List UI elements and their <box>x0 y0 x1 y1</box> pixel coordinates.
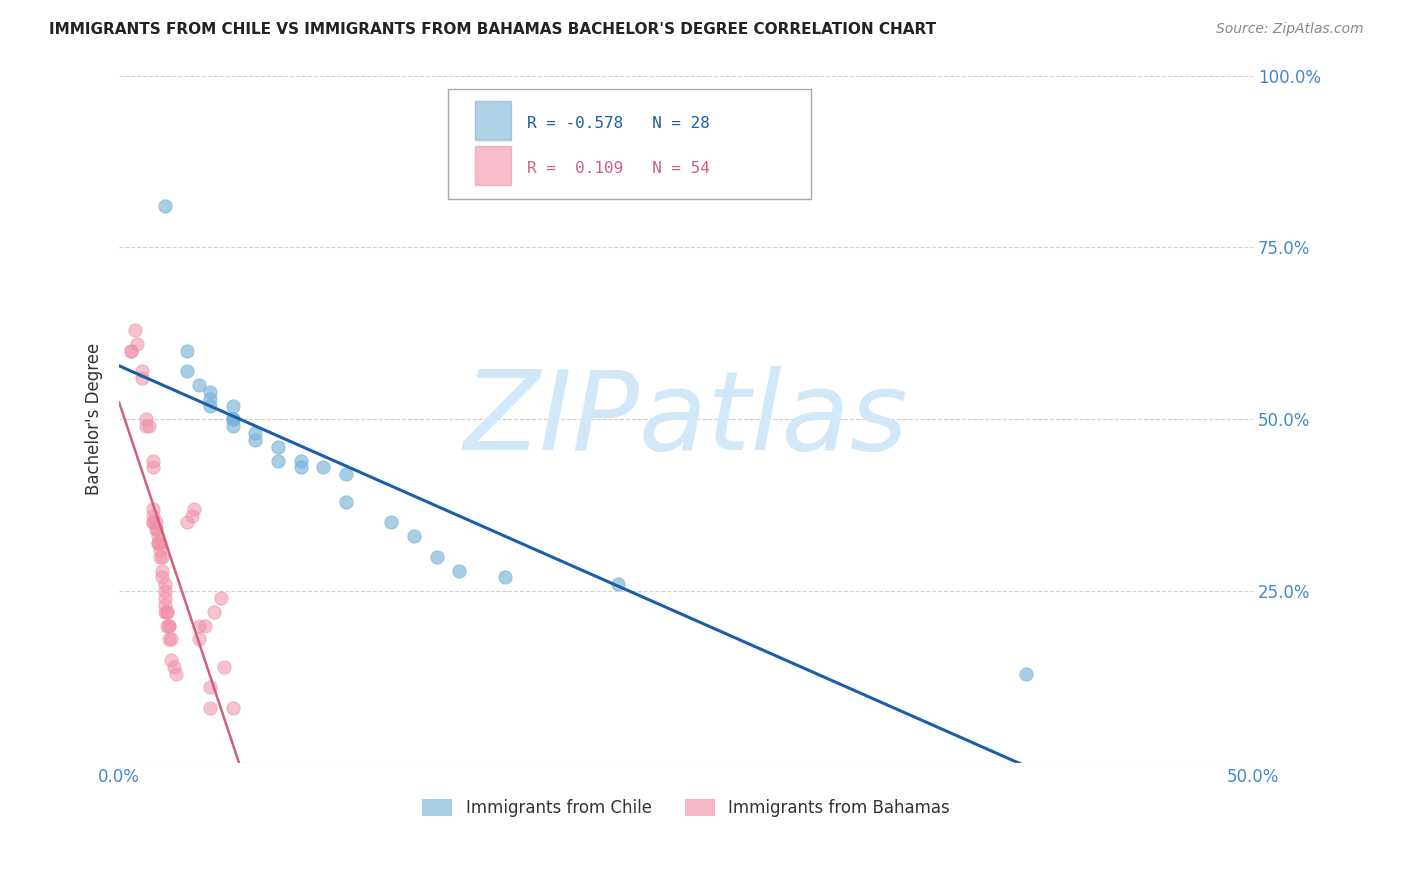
Point <box>153 591 176 606</box>
Point <box>120 343 142 358</box>
Text: IMMIGRANTS FROM CHILE VS IMMIGRANTS FROM BAHAMAS BACHELOR'S DEGREE CORRELATION C: IMMIGRANTS FROM CHILE VS IMMIGRANTS FROM… <box>49 22 936 37</box>
Point <box>165 666 187 681</box>
Point <box>198 701 221 715</box>
Point <box>157 618 180 632</box>
Point <box>142 501 165 516</box>
Point <box>149 543 172 558</box>
Point <box>160 653 183 667</box>
Point <box>150 564 173 578</box>
Text: R =  0.109   N = 54: R = 0.109 N = 54 <box>527 161 710 176</box>
FancyBboxPatch shape <box>475 101 512 140</box>
Point <box>145 522 167 536</box>
Point <box>124 323 146 337</box>
Point <box>187 632 209 647</box>
Point <box>290 460 312 475</box>
Point <box>138 419 160 434</box>
FancyBboxPatch shape <box>449 89 811 199</box>
Point <box>149 536 172 550</box>
Text: ZIPatlas: ZIPatlas <box>464 366 908 473</box>
Point <box>146 536 169 550</box>
Legend: Immigrants from Chile, Immigrants from Bahamas: Immigrants from Chile, Immigrants from B… <box>416 792 956 823</box>
Point <box>153 577 176 591</box>
Point <box>163 660 186 674</box>
Point <box>245 433 267 447</box>
Point <box>156 605 179 619</box>
Point <box>176 364 198 378</box>
Point <box>176 343 198 358</box>
Point <box>142 516 165 530</box>
Point <box>221 399 243 413</box>
Point <box>153 199 176 213</box>
Point <box>335 495 357 509</box>
Point <box>198 384 221 399</box>
Point <box>402 529 425 543</box>
Point <box>146 536 169 550</box>
Point <box>1015 666 1038 681</box>
Point <box>198 392 221 406</box>
Point <box>157 632 180 647</box>
Point <box>187 618 209 632</box>
Point <box>209 591 232 606</box>
Point <box>142 460 165 475</box>
Point <box>142 508 165 523</box>
Point <box>607 577 630 591</box>
Point <box>221 412 243 426</box>
Point <box>194 618 217 632</box>
Point <box>494 570 516 584</box>
Point <box>221 419 243 434</box>
Point <box>183 501 205 516</box>
Point <box>156 618 179 632</box>
Point <box>145 516 167 530</box>
Point <box>149 549 172 564</box>
Point <box>153 605 176 619</box>
Point <box>135 412 157 426</box>
Point <box>187 378 209 392</box>
Point <box>176 516 198 530</box>
Point <box>135 419 157 434</box>
Point <box>245 426 267 441</box>
Point <box>157 618 180 632</box>
Point <box>312 460 335 475</box>
Point <box>180 508 202 523</box>
Point <box>212 660 235 674</box>
Point <box>153 584 176 599</box>
Point <box>426 549 449 564</box>
Y-axis label: Bachelor's Degree: Bachelor's Degree <box>86 343 103 495</box>
Point <box>267 440 290 454</box>
Point <box>145 522 167 536</box>
Point <box>160 632 183 647</box>
Point <box>150 549 173 564</box>
Point <box>198 681 221 695</box>
Point <box>449 564 471 578</box>
Point <box>221 412 243 426</box>
Point <box>156 605 179 619</box>
Point <box>198 399 221 413</box>
Point <box>335 467 357 482</box>
Point <box>146 529 169 543</box>
Point <box>290 453 312 467</box>
Point <box>150 570 173 584</box>
Point <box>204 605 226 619</box>
Point <box>142 516 165 530</box>
Point <box>153 598 176 612</box>
Point <box>267 453 290 467</box>
Text: R = -0.578   N = 28: R = -0.578 N = 28 <box>527 116 710 130</box>
Point <box>380 516 402 530</box>
Point <box>120 343 142 358</box>
Point <box>142 453 165 467</box>
FancyBboxPatch shape <box>475 146 512 186</box>
Point <box>221 412 243 426</box>
Point <box>131 371 153 385</box>
Text: Source: ZipAtlas.com: Source: ZipAtlas.com <box>1216 22 1364 37</box>
Point <box>127 336 149 351</box>
Point <box>221 701 243 715</box>
Point <box>131 364 153 378</box>
